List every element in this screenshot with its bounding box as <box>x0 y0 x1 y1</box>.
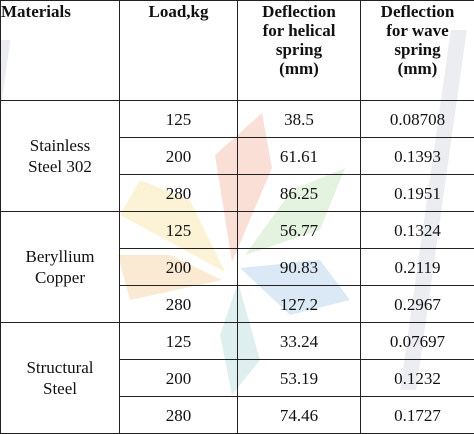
helical-cell: 127.2 <box>238 286 361 323</box>
material-line: Steel <box>1 378 119 399</box>
header-wave-deflection: Deflection for wave spring (mm) <box>361 1 474 101</box>
material-cell: Beryllium Copper <box>1 212 120 323</box>
material-line: Stainless <box>1 135 119 156</box>
table-row: Beryllium Copper 125 56.77 0.1324 <box>1 212 474 249</box>
helical-cell: 74.46 <box>238 397 361 434</box>
load-cell: 125 <box>120 212 238 249</box>
material-line: Beryllium <box>1 246 119 267</box>
wave-cell: 0.2967 <box>361 286 474 323</box>
wave-cell: 0.1951 <box>361 175 474 212</box>
load-cell: 125 <box>120 101 238 138</box>
wave-cell: 0.08708 <box>361 101 474 138</box>
load-cell: 280 <box>120 175 238 212</box>
header-load: Load,kg <box>120 1 238 101</box>
helical-cell: 90.83 <box>238 249 361 286</box>
table-row: Structural Steel 125 33.24 0.07697 <box>1 323 474 360</box>
table-row: Stainless Steel 302 125 38.5 0.08708 <box>1 101 474 138</box>
helical-cell: 56.77 <box>238 212 361 249</box>
header-line: Load,kg <box>149 2 209 21</box>
helical-cell: 53.19 <box>238 360 361 397</box>
header-materials: Materials <box>1 1 120 101</box>
material-line: Copper <box>1 267 119 288</box>
header-line: for helical <box>238 21 360 40</box>
wave-cell: 0.07697 <box>361 323 474 360</box>
load-cell: 280 <box>120 397 238 434</box>
helical-cell: 33.24 <box>238 323 361 360</box>
header-line: (mm) <box>238 59 360 78</box>
wave-cell: 0.1232 <box>361 360 474 397</box>
helical-cell: 38.5 <box>238 101 361 138</box>
helical-cell: 61.61 <box>238 138 361 175</box>
load-cell: 200 <box>120 360 238 397</box>
table-header-row: Materials Load,kg Deflection for helical… <box>1 1 474 101</box>
load-cell: 280 <box>120 286 238 323</box>
helical-cell: 86.25 <box>238 175 361 212</box>
wave-cell: 0.2119 <box>361 249 474 286</box>
material-cell: Structural Steel <box>1 323 120 434</box>
material-line: Steel 302 <box>1 156 119 177</box>
header-line: for wave <box>361 21 474 40</box>
material-cell: Stainless Steel 302 <box>1 101 120 212</box>
wave-cell: 0.1727 <box>361 397 474 434</box>
header-helical-deflection: Deflection for helical spring (mm) <box>238 1 361 101</box>
load-cell: 200 <box>120 249 238 286</box>
header-line: Materials <box>1 2 71 21</box>
wave-cell: 0.1393 <box>361 138 474 175</box>
header-line: Deflection <box>238 2 360 21</box>
material-line: Structural <box>1 357 119 378</box>
header-line: (mm) <box>361 59 474 78</box>
header-line: spring <box>238 40 360 59</box>
header-line: Deflection <box>361 2 474 21</box>
load-cell: 125 <box>120 323 238 360</box>
header-line: spring <box>361 40 474 59</box>
wave-cell: 0.1324 <box>361 212 474 249</box>
load-cell: 200 <box>120 138 238 175</box>
